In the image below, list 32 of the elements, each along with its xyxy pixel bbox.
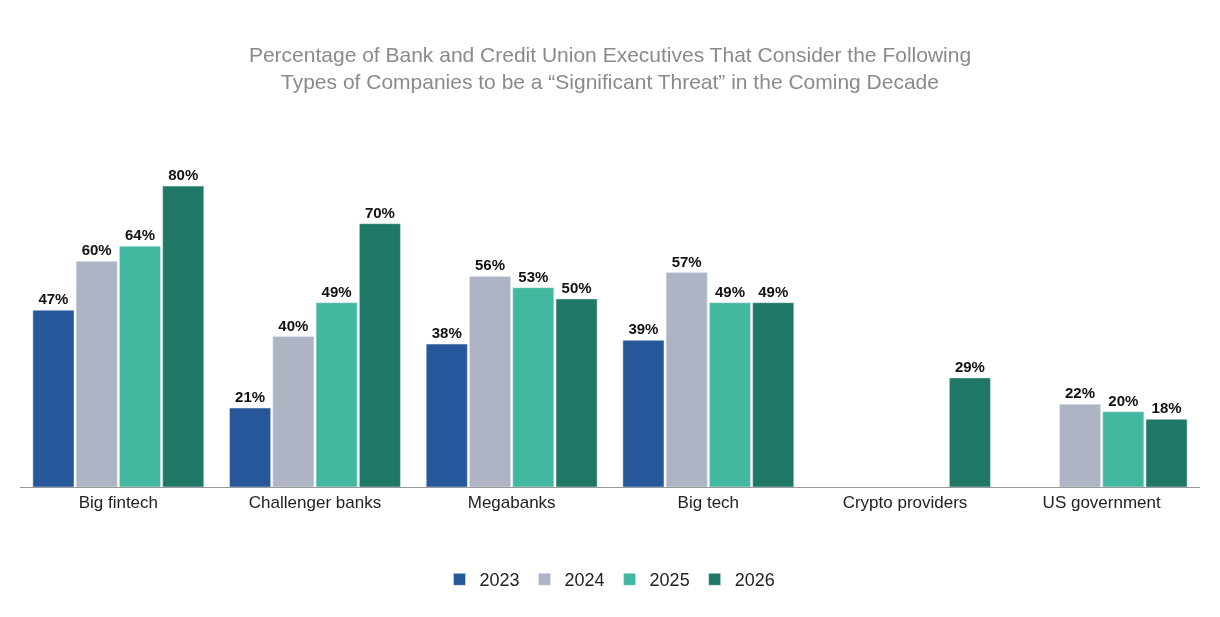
x-tick-label: Big fintech bbox=[78, 493, 159, 513]
x-tick-label: Crypto providers bbox=[842, 493, 968, 513]
data-label: 22% bbox=[1065, 384, 1096, 402]
data-label: 21% bbox=[235, 388, 266, 406]
data-label: 40% bbox=[278, 316, 309, 334]
legend-label: 2024 bbox=[564, 570, 605, 591]
legend-label: 2023 bbox=[479, 570, 520, 591]
data-label: 60% bbox=[81, 241, 112, 259]
data-label: 56% bbox=[475, 256, 506, 274]
data-label: 39% bbox=[628, 320, 659, 338]
chart-title: Percentage of Bank and Credit Union Executives That Consider the Following Types of Companies to be a “Significant Threat” in the Coming Decade bbox=[248, 42, 972, 93]
data-label: 80% bbox=[168, 166, 199, 184]
data-label: 70% bbox=[364, 203, 395, 221]
data-label: 57% bbox=[671, 252, 702, 270]
legend-label: 2025 bbox=[649, 570, 690, 591]
x-tick-label: US government bbox=[1042, 493, 1161, 513]
x-tick-label: Challenger banks bbox=[248, 493, 382, 513]
data-label: 50% bbox=[561, 278, 592, 296]
legend-label: 2026 bbox=[734, 570, 775, 591]
data-label: 47% bbox=[38, 290, 69, 308]
data-label: 38% bbox=[431, 324, 462, 342]
data-label: 64% bbox=[124, 226, 155, 244]
data-label: 49% bbox=[758, 282, 789, 300]
data-label: 29% bbox=[954, 357, 985, 375]
data-label: 53% bbox=[518, 267, 549, 285]
x-tick-label: Megabanks bbox=[467, 493, 556, 513]
data-label: 49% bbox=[321, 282, 352, 300]
data-label: 49% bbox=[714, 282, 745, 300]
x-tick-label: Big tech bbox=[677, 493, 740, 513]
data-label: 18% bbox=[1151, 399, 1182, 417]
data-label: 20% bbox=[1108, 391, 1139, 409]
bar bbox=[949, 377, 991, 487]
